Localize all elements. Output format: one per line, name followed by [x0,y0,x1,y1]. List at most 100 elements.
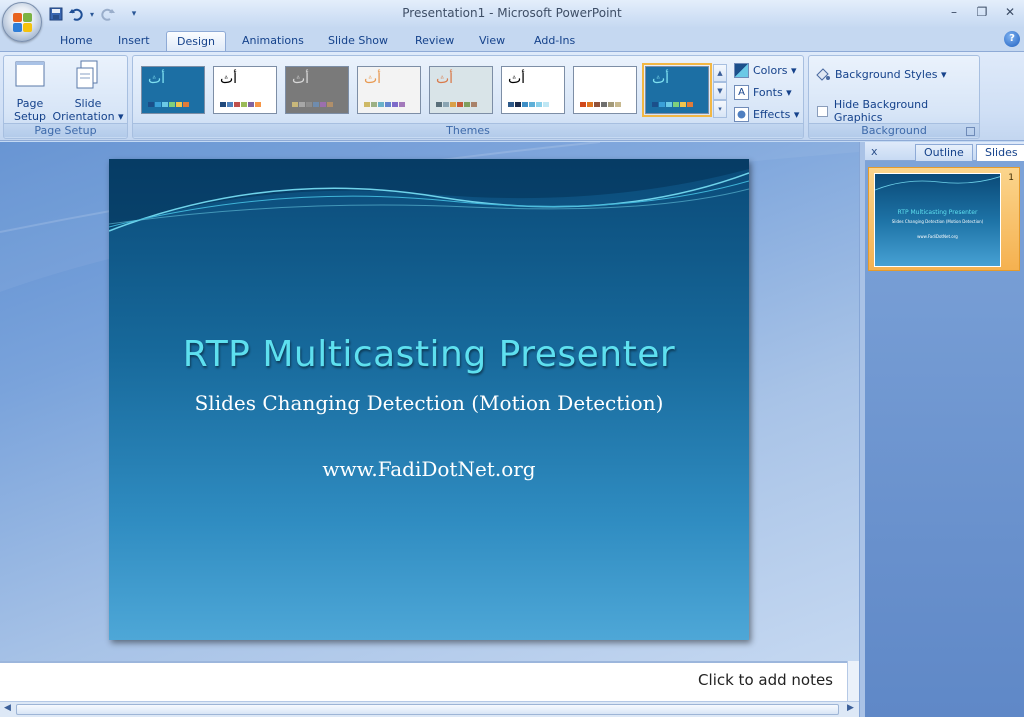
theme-flow-selected[interactable]: أث [642,63,712,117]
thumbnail-wave-graphic [875,176,1000,191]
gallery-up-icon[interactable]: ▲ [713,64,727,82]
page-setup-icon [8,60,52,93]
theme-color-swatches [508,102,549,107]
office-button[interactable] [2,2,42,42]
redo-icon[interactable] [100,6,116,22]
theme-civic[interactable]: أث [501,66,565,114]
page-setup-label-1: Page [16,97,44,110]
save-icon[interactable] [48,6,64,22]
effects-label: Effects ▾ [753,107,800,121]
theme-apex[interactable]: أث [357,66,421,114]
tab-add-ins[interactable]: Add-Ins [534,34,576,47]
effects-button[interactable]: Effects ▾ [734,105,799,123]
slide-thumbnail-item[interactable]: 1 RTP Multicasting Presenter Slides Chan… [868,167,1020,271]
theme-flow-blue[interactable]: أث [141,66,205,114]
ribbon: Page Setup Slide Orientation ▾ Page Setu… [0,51,1024,141]
slide-wave-graphic [109,159,749,232]
scroll-left-icon[interactable]: ◀ [4,703,11,713]
fonts-button[interactable]: A Fonts ▾ [734,83,792,101]
theme-concourse[interactable]: أث [573,66,637,114]
theme-sample-glyph: أث [364,71,382,87]
background-styles-icon [816,68,830,81]
slide-orientation-label-2: Orientation ▾ [52,110,124,123]
background-styles-button[interactable]: Background Styles ▾ [815,67,947,81]
thumbnail-url: www.FadiDotNet.org [917,234,958,239]
notes-scrollbar[interactable] [847,661,859,701]
undo-dropdown-icon[interactable]: ▾ [89,9,94,19]
tab-slide-show[interactable]: Slide Show [328,34,389,47]
slides-panel-tabs: x Outline Slides [865,142,1024,161]
scroll-right-icon[interactable]: ▶ [847,703,854,713]
background-dialog-launcher-icon[interactable] [966,127,975,136]
background-styles-label: Background Styles ▾ [835,67,947,81]
theme-color-swatches [292,102,333,107]
slide-subtitle[interactable]: Slides Changing Detection (Motion Detect… [194,391,664,415]
theme-gray[interactable]: أث [285,66,349,114]
theme-aspect[interactable]: أث [429,66,493,114]
page-setup-button[interactable]: Page Setup [8,60,52,123]
pane-splitter[interactable] [859,142,865,717]
theme-sample-glyph: أث [580,71,598,87]
group-label-page-setup: Page Setup [4,123,127,137]
slide-title[interactable]: RTP Multicasting Presenter [182,334,676,375]
hide-background-checkbox[interactable] [817,105,828,117]
minimize-icon[interactable]: – [951,5,957,19]
notes-placeholder: Click to add notes [698,671,833,689]
theme-sample-glyph: أث [508,71,526,87]
slide-orientation-button[interactable]: Slide Orientation ▾ [52,60,124,123]
slide-orientation-label-1: Slide [74,97,102,110]
theme-sample-glyph: أث [436,71,454,87]
theme-sample-glyph: أث [652,71,670,87]
fonts-label: Fonts ▾ [753,85,792,99]
ribbon-tabs: Home Insert Design Animations Slide Show… [0,28,1024,52]
group-themes: أث أث أث أث أث أث أث أث ▲ ▼ ▾ Colors ▾ A Fonts … [132,55,804,139]
slide-number: 1 [1008,173,1014,183]
window-controls: – ❐ ✕ [946,4,1018,20]
title-bar: ▾ ▾ Presentation1 - Microsoft PowerPoint… [0,0,1024,28]
tab-animations[interactable]: Animations [242,34,304,47]
theme-color-swatches [652,102,693,107]
theme-sample-glyph: أث [292,71,310,87]
page-setup-label-2: Setup [13,110,47,123]
slides-panel: x Outline Slides 1 RTP Multicasting Pres… [865,142,1024,717]
close-icon[interactable]: ✕ [1004,5,1016,19]
gallery-more-icon[interactable]: ▾ [713,100,727,118]
close-panel-icon[interactable]: x [871,145,878,158]
theme-color-swatches [364,102,405,107]
slide-url-text[interactable]: www.FadiDotNet.org [322,457,536,481]
undo-icon[interactable] [68,6,84,22]
tab-review[interactable]: Review [415,34,455,47]
slide-canvas[interactable]: RTP Multicasting Presenter Slides Changi… [109,159,749,640]
tab-slides[interactable]: Slides [976,144,1024,161]
thumbnail-title: RTP Multicasting Presenter [897,209,978,216]
gallery-down-icon[interactable]: ▼ [713,82,727,100]
theme-color-swatches [436,102,477,107]
theme-color-swatches [220,102,261,107]
hide-background-graphics[interactable]: Hide Background Graphics [817,98,979,124]
theme-office[interactable]: أث [213,66,277,114]
fonts-icon: A [734,84,749,100]
tab-design[interactable]: Design [166,31,226,52]
customize-qat-icon[interactable]: ▾ [131,9,137,19]
colors-button[interactable]: Colors ▾ [734,61,796,79]
slide-orientation-icon [52,60,124,93]
colors-icon [734,62,749,78]
restore-icon[interactable]: ❐ [976,5,988,19]
tab-home[interactable]: Home [60,34,93,47]
theme-color-swatches [148,102,189,107]
horizontal-scrollbar[interactable]: ◀ ▶ [0,701,859,717]
colors-label: Colors ▾ [753,63,797,77]
horizontal-scroll-thumb[interactable] [16,704,839,715]
tab-view[interactable]: View [479,34,506,47]
tab-outline[interactable]: Outline [915,144,973,161]
slide-thumbnail[interactable]: RTP Multicasting Presenter Slides Changi… [874,173,1001,267]
tab-insert[interactable]: Insert [118,34,150,47]
group-page-setup: Page Setup Slide Orientation ▾ Page Setu… [3,55,128,139]
thumbnail-subtitle: Slides Changing Detection (Motion Detect… [891,219,984,224]
group-label-themes: Themes [133,123,803,137]
theme-color-swatches [580,102,621,107]
window-title: Presentation1 - Microsoft PowerPoint [402,6,622,20]
notes-pane[interactable]: Click to add notes [0,661,847,701]
help-icon[interactable]: ? [1004,31,1020,47]
effects-icon [734,106,749,122]
